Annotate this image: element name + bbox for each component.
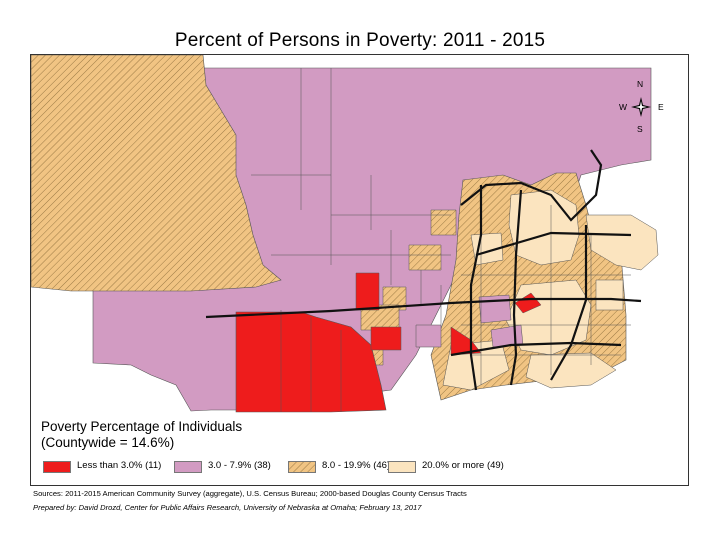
compass-south-label: S bbox=[637, 124, 643, 134]
major-roads bbox=[205, 149, 642, 391]
prepared-by-note: Prepared by: David Drozd, Center for Pub… bbox=[33, 503, 422, 512]
tract-red-north bbox=[355, 272, 380, 311]
tract-region-hatched-northwest bbox=[31, 55, 282, 292]
legend-label-light: 20.0% or more (49) bbox=[422, 460, 504, 471]
sources-note: Sources: 2011-2015 American Community Su… bbox=[33, 489, 467, 498]
legend-swatch-red bbox=[43, 461, 71, 473]
legend-label-purple: 3.0 - 7.9% (38) bbox=[208, 460, 271, 471]
legend-title-line2: (Countywide = 14.6%) bbox=[41, 435, 175, 450]
compass-north-label: N bbox=[637, 79, 644, 89]
legend-title: Poverty Percentage of Individuals (Count… bbox=[41, 419, 242, 451]
tract-purple-urban-3 bbox=[415, 324, 442, 348]
legend-swatch-purple bbox=[174, 461, 202, 473]
legend-hatch-icon bbox=[289, 462, 315, 472]
tract-hatched-central-1 bbox=[430, 209, 457, 236]
tract-red-center bbox=[370, 326, 402, 351]
compass-star-icon bbox=[631, 97, 651, 117]
compass-west-label: W bbox=[619, 102, 628, 112]
tract-hatched-central-2 bbox=[408, 244, 442, 271]
map-frame: N S E W Poverty Percentage of Individual… bbox=[30, 54, 689, 486]
choropleth-map bbox=[31, 55, 659, 413]
legend-title-line1: Poverty Percentage of Individuals bbox=[41, 419, 243, 434]
compass-rose: N S E W bbox=[606, 77, 676, 137]
legend-swatch-hatched bbox=[288, 461, 316, 473]
tract-region-light-east-2 bbox=[585, 214, 659, 271]
map-title: Percent of Persons in Poverty: 2011 - 20… bbox=[174, 30, 546, 51]
legend-label-red: Less than 3.0% (11) bbox=[77, 460, 162, 471]
legend-swatch-light bbox=[388, 461, 416, 473]
compass-east-label: E bbox=[658, 102, 664, 112]
tract-region-light-east-7 bbox=[595, 279, 624, 311]
legend-label-hatched: 8.0 - 19.9% (46) bbox=[322, 460, 391, 471]
tract-hatched-central-3 bbox=[382, 286, 407, 311]
